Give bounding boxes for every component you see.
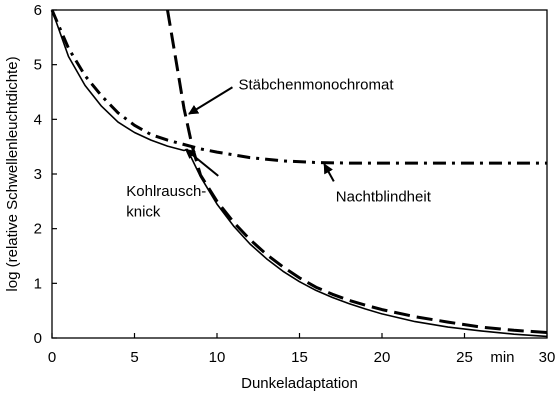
annotation-arrow bbox=[184, 148, 219, 177]
annotation-label: knick bbox=[126, 204, 161, 221]
annotations-group: Stäbchenmonochromat Nachtblindheit Kohlrau… bbox=[126, 76, 431, 220]
axis-ticks: 0 5 10 15 20 25 30 0 1 2 3 4 5 6 bbox=[34, 2, 556, 366]
y-tick-label: 2 bbox=[34, 221, 42, 238]
x-tick-label: 30 bbox=[539, 349, 556, 366]
series-line-normal bbox=[51, 9, 548, 338]
series-line-staebchenmonochromat bbox=[166, 9, 548, 334]
y-axis-label: log (relative Schwellenleuchtdichte) bbox=[4, 56, 21, 291]
plot-frame bbox=[51, 9, 548, 339]
annotation-label: Stäbchenmonochromat bbox=[238, 76, 394, 93]
y-tick-label: 1 bbox=[34, 275, 42, 292]
y-tick-label: 5 bbox=[34, 57, 42, 74]
x-tick-label: 25 bbox=[456, 349, 473, 366]
y-tick-label: 4 bbox=[34, 111, 42, 128]
annotation-label: Kohlrausch- bbox=[126, 183, 206, 200]
annotation-arrow bbox=[188, 86, 233, 115]
x-unit-label: min bbox=[490, 349, 514, 366]
y-tick-label: 3 bbox=[34, 166, 42, 183]
series-group bbox=[50, 9, 548, 338]
x-axis-label: Dunkeladaptation bbox=[241, 375, 358, 392]
x-tick-label: 0 bbox=[48, 349, 56, 366]
x-tick-label: 10 bbox=[209, 349, 226, 366]
annotation-label: Nachtblindheit bbox=[336, 188, 432, 205]
y-tick-label: 6 bbox=[34, 2, 42, 19]
series-line-nachtblindheit bbox=[50, 9, 547, 165]
x-tick-label: 20 bbox=[374, 349, 391, 366]
x-tick-label: 5 bbox=[130, 349, 138, 366]
annotation-arrow bbox=[323, 163, 335, 182]
y-tick-label: 0 bbox=[34, 330, 42, 347]
x-tick-label: 15 bbox=[291, 349, 308, 366]
